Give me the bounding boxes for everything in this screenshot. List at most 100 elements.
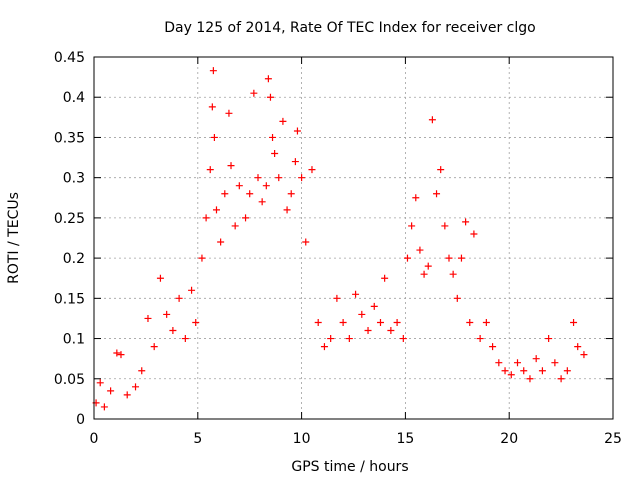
data-point-marker: [175, 294, 183, 302]
data-point-marker: [364, 327, 372, 335]
data-point-marker: [254, 174, 262, 182]
y-tick-label: 0.15: [54, 291, 85, 307]
data-point-marker: [206, 166, 214, 174]
data-point-marker: [287, 190, 295, 198]
data-point-marker: [144, 314, 152, 322]
data-point-marker: [293, 127, 301, 135]
data-point-marker: [117, 351, 125, 359]
data-point-marker: [169, 327, 177, 335]
data-point-marker: [235, 182, 243, 190]
data-point-marker: [445, 254, 453, 262]
chart-title: Day 125 of 2014, Rate Of TEC Index for r…: [164, 20, 535, 36]
data-point-marker: [107, 387, 115, 395]
data-point-marker: [221, 190, 229, 198]
data-point-marker: [416, 246, 424, 254]
data-point-marker: [123, 391, 131, 399]
data-point-marker: [246, 190, 254, 198]
x-axis-label: GPS time / hours: [291, 459, 408, 475]
data-point-marker: [217, 238, 225, 246]
data-point-marker: [212, 206, 220, 214]
data-point-marker: [424, 262, 432, 270]
data-point-marker: [470, 230, 478, 238]
grid-lines: [94, 57, 613, 419]
x-tick-label: 10: [293, 431, 311, 447]
data-point-marker: [507, 371, 515, 379]
x-tick-label: 0: [90, 431, 99, 447]
data-point-marker: [352, 290, 360, 298]
data-point-marker: [489, 343, 497, 351]
data-point-marker: [501, 367, 509, 375]
data-point-marker: [551, 359, 559, 367]
data-point-marker: [210, 133, 218, 141]
data-point-marker: [231, 222, 239, 230]
data-points: [92, 67, 588, 411]
data-point-marker: [283, 206, 291, 214]
data-point-marker: [514, 359, 522, 367]
data-point-marker: [437, 166, 445, 174]
data-point-marker: [269, 133, 277, 141]
data-point-marker: [358, 310, 366, 318]
data-point-marker: [339, 318, 347, 326]
data-point-marker: [381, 274, 389, 282]
x-tick-label: 25: [604, 431, 622, 447]
x-tick-label: 15: [396, 431, 414, 447]
data-point-marker: [209, 67, 217, 75]
data-point-marker: [412, 194, 420, 202]
data-point-marker: [262, 182, 270, 190]
data-point-marker: [156, 274, 164, 282]
y-tick-label: 0.45: [54, 50, 85, 66]
data-point-marker: [266, 93, 274, 101]
data-point-marker: [327, 335, 335, 343]
x-tick-label: 20: [500, 431, 518, 447]
data-point-marker: [466, 318, 474, 326]
data-point-marker: [580, 351, 588, 359]
data-point-marker: [532, 355, 540, 363]
data-point-marker: [242, 214, 250, 222]
y-tick-label: 0.35: [54, 130, 85, 146]
data-point-marker: [370, 302, 378, 310]
data-point-marker: [227, 162, 235, 170]
data-point-marker: [271, 150, 279, 158]
data-point-marker: [557, 375, 565, 383]
data-point-marker: [132, 383, 140, 391]
data-point-marker: [387, 327, 395, 335]
data-point-marker: [250, 89, 258, 97]
data-point-marker: [476, 335, 484, 343]
data-point-marker: [433, 190, 441, 198]
data-point-marker: [462, 218, 470, 226]
y-tick-label: 0.1: [63, 332, 85, 348]
data-point-marker: [495, 359, 503, 367]
data-point-marker: [150, 343, 158, 351]
data-point-marker: [333, 294, 341, 302]
data-point-marker: [526, 375, 534, 383]
y-tick-label: 0.3: [63, 171, 85, 187]
y-tick-label: 0.2: [63, 251, 85, 267]
tick-labels: 0 0.05 0.1 0.15 0.2 0.25 0.3 0.35 0.4 0.45 0 5 10 15 2…: [54, 50, 622, 447]
data-point-marker: [113, 349, 121, 357]
data-point-marker: [408, 222, 416, 230]
data-point-marker: [441, 222, 449, 230]
y-tick-label: 0: [76, 412, 85, 428]
data-point-marker: [403, 254, 411, 262]
data-point-marker: [258, 198, 266, 206]
y-tick-label: 0.25: [54, 211, 85, 227]
data-point-marker: [457, 254, 465, 262]
y-tick-label: 0.4: [63, 90, 85, 106]
data-point-marker: [320, 343, 328, 351]
x-tick-label: 5: [193, 431, 202, 447]
data-point-marker: [275, 174, 283, 182]
data-point-marker: [279, 117, 287, 125]
y-tick-label: 0.05: [54, 372, 85, 388]
data-point-marker: [399, 335, 407, 343]
data-point-marker: [345, 335, 353, 343]
data-point-marker: [308, 166, 316, 174]
data-point-marker: [291, 158, 299, 166]
data-point-marker: [449, 270, 457, 278]
data-point-marker: [570, 318, 578, 326]
data-point-marker: [393, 318, 401, 326]
data-point-marker: [482, 318, 490, 326]
data-point-marker: [100, 403, 108, 411]
data-point-marker: [302, 238, 310, 246]
